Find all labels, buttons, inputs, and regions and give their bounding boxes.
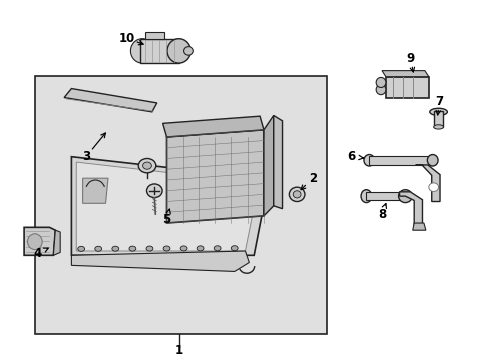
Ellipse shape: [142, 162, 151, 169]
Ellipse shape: [112, 246, 119, 251]
Ellipse shape: [363, 154, 374, 166]
Text: 10: 10: [118, 32, 134, 45]
Polygon shape: [53, 230, 60, 255]
Polygon shape: [166, 130, 264, 223]
Polygon shape: [415, 165, 439, 202]
Polygon shape: [399, 192, 422, 226]
Ellipse shape: [214, 246, 221, 251]
Ellipse shape: [375, 85, 385, 95]
Text: 7: 7: [435, 95, 443, 108]
Ellipse shape: [129, 246, 136, 251]
Text: 8: 8: [377, 208, 386, 221]
Polygon shape: [71, 251, 249, 271]
Bar: [140, 39, 178, 63]
Polygon shape: [273, 116, 282, 209]
Ellipse shape: [166, 39, 190, 63]
Ellipse shape: [433, 125, 443, 129]
Polygon shape: [162, 116, 264, 137]
Bar: [368, 156, 432, 165]
Bar: [385, 77, 428, 98]
Ellipse shape: [360, 190, 371, 203]
Text: 1: 1: [174, 344, 183, 357]
Ellipse shape: [183, 46, 193, 55]
Ellipse shape: [197, 246, 203, 251]
Polygon shape: [144, 32, 163, 39]
Ellipse shape: [398, 190, 411, 203]
Ellipse shape: [163, 246, 169, 251]
Text: 5: 5: [162, 213, 170, 226]
Ellipse shape: [95, 246, 102, 251]
Bar: [433, 111, 443, 127]
Ellipse shape: [428, 183, 438, 192]
Ellipse shape: [427, 154, 437, 166]
Ellipse shape: [130, 39, 154, 63]
Text: 3: 3: [82, 150, 90, 163]
Ellipse shape: [78, 246, 84, 251]
Ellipse shape: [27, 234, 42, 249]
Ellipse shape: [138, 158, 156, 173]
Polygon shape: [264, 116, 273, 216]
Text: 6: 6: [347, 150, 355, 163]
Bar: [366, 192, 405, 201]
Ellipse shape: [231, 246, 238, 251]
Polygon shape: [76, 162, 254, 251]
Ellipse shape: [429, 108, 447, 116]
Ellipse shape: [146, 184, 162, 198]
Bar: [35, 76, 327, 334]
Ellipse shape: [375, 77, 385, 87]
Ellipse shape: [146, 246, 153, 251]
Polygon shape: [24, 227, 55, 255]
Polygon shape: [64, 89, 157, 112]
Polygon shape: [82, 178, 108, 203]
Text: 9: 9: [406, 51, 413, 64]
Polygon shape: [412, 223, 425, 230]
Text: 2: 2: [308, 172, 316, 185]
Ellipse shape: [293, 191, 301, 198]
Polygon shape: [71, 157, 264, 255]
Text: 4: 4: [33, 247, 41, 260]
Ellipse shape: [180, 246, 186, 251]
Polygon shape: [381, 71, 428, 77]
Ellipse shape: [289, 187, 305, 202]
